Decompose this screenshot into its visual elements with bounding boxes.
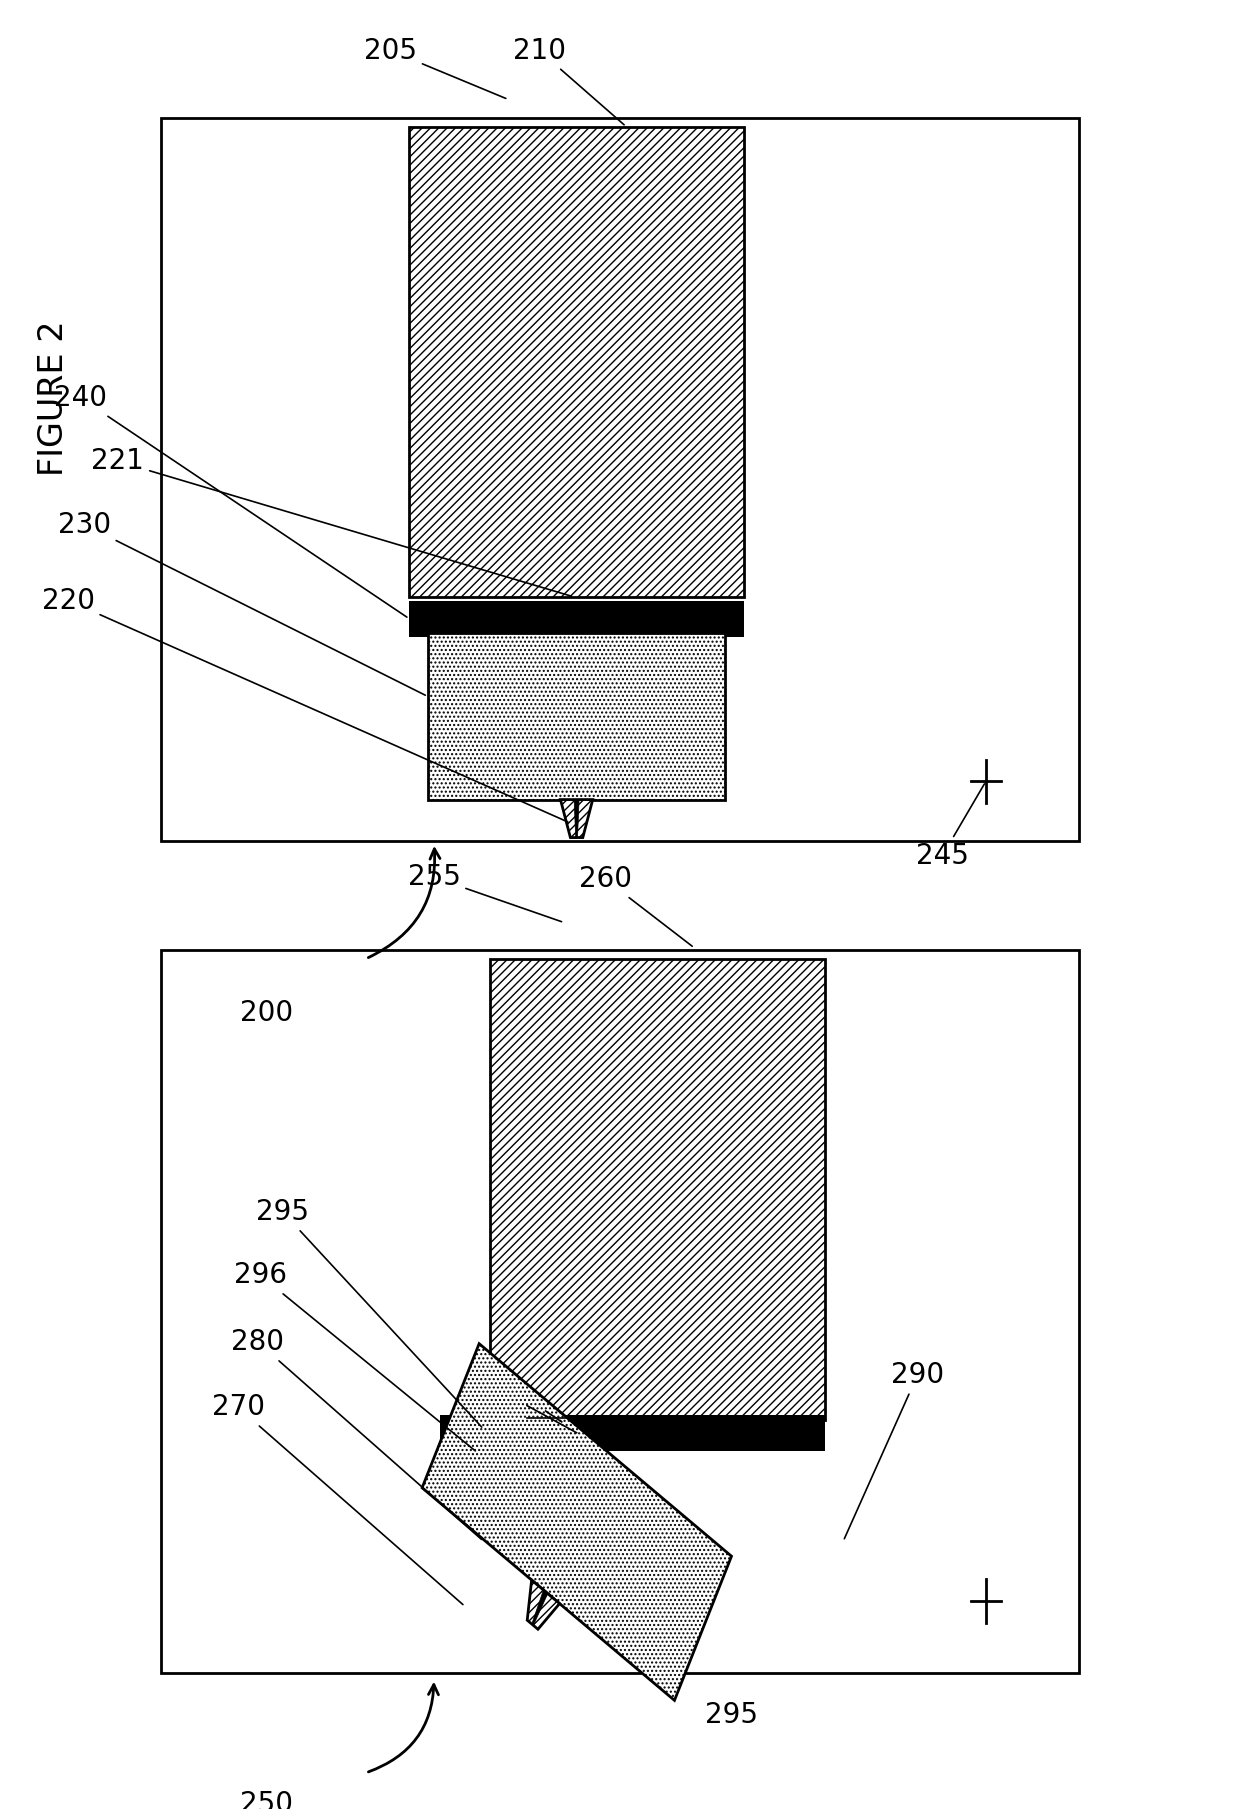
Bar <box>161 118 1079 841</box>
FancyArrowPatch shape <box>368 1684 439 1771</box>
Bar <box>428 633 725 800</box>
Text: 205: 205 <box>365 36 506 98</box>
Bar <box>161 950 1079 1673</box>
Polygon shape <box>560 800 593 838</box>
Bar <box>490 959 825 1420</box>
Text: FIGURE 2: FIGURE 2 <box>37 320 71 476</box>
Polygon shape <box>574 800 579 838</box>
Text: 295: 295 <box>257 1198 481 1427</box>
Text: 210: 210 <box>513 36 624 125</box>
FancyArrowPatch shape <box>368 848 440 957</box>
Text: 220: 220 <box>42 586 568 821</box>
Text: 270: 270 <box>212 1393 463 1605</box>
Text: 295: 295 <box>706 1700 758 1729</box>
Text: 240: 240 <box>55 384 407 617</box>
Bar <box>422 1344 732 1700</box>
Text: 245: 245 <box>916 783 985 870</box>
Text: 221: 221 <box>92 447 572 597</box>
Bar <box>409 601 744 637</box>
Text: 296: 296 <box>234 1261 475 1451</box>
Text: 260: 260 <box>579 865 692 946</box>
Bar <box>409 127 744 597</box>
Polygon shape <box>532 1590 548 1626</box>
Polygon shape <box>527 1579 559 1630</box>
Text: 200: 200 <box>241 999 293 1028</box>
Text: 280: 280 <box>232 1328 481 1539</box>
Bar <box>440 1415 825 1451</box>
Text: 230: 230 <box>58 510 425 695</box>
Text: 255: 255 <box>408 863 562 921</box>
Text: 290: 290 <box>844 1360 944 1539</box>
Text: 250: 250 <box>241 1789 293 1809</box>
